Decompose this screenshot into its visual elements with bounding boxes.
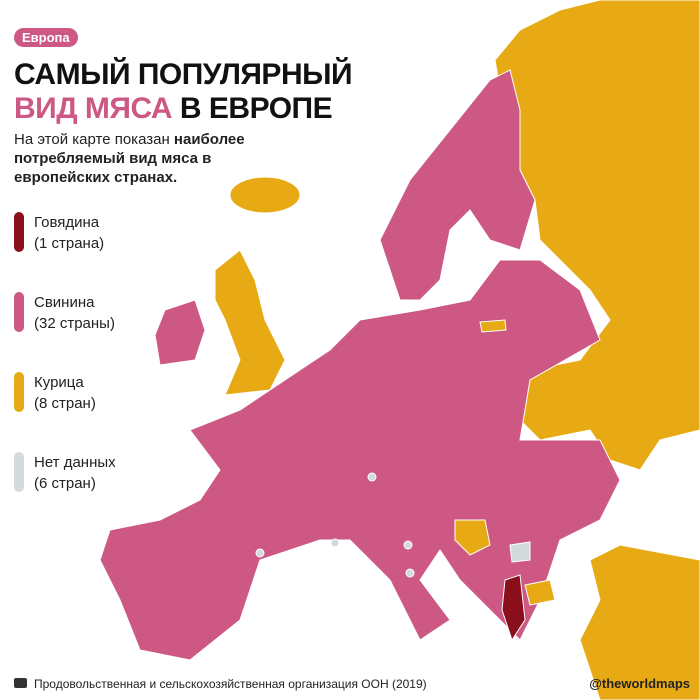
legend-item: Курица (8 стран) bbox=[14, 372, 96, 414]
legend-count: (1 страна) bbox=[34, 235, 105, 252]
description-text: На этой карте показан bbox=[14, 131, 174, 148]
badge: Европа bbox=[14, 28, 78, 47]
iceland bbox=[229, 176, 301, 214]
legend-text: Свинина (32 страны) bbox=[34, 292, 115, 334]
description-bold: наиболее потребляемый вид мяса в европей… bbox=[14, 131, 245, 186]
bosnia bbox=[454, 519, 491, 556]
title-rest: В ЕВРОПЕ bbox=[179, 92, 333, 125]
microstate bbox=[330, 538, 340, 548]
legend-count: (8 стран) bbox=[34, 395, 96, 412]
legend-label: Свинина bbox=[34, 294, 95, 311]
legend-item: Говядина (1 страна) bbox=[14, 212, 104, 254]
microstate bbox=[403, 540, 413, 550]
handle: @theworldmaps bbox=[589, 676, 690, 691]
uk bbox=[214, 249, 286, 396]
legend-count: (32 страны) bbox=[34, 315, 115, 332]
legend-count: (6 стран) bbox=[34, 475, 96, 492]
legend-item: Свинина (32 страны) bbox=[14, 292, 115, 334]
legend-label: Курица bbox=[34, 374, 84, 391]
legend-item: Нет данных (6 стран) bbox=[14, 452, 116, 494]
microstate bbox=[255, 548, 265, 558]
legend-label: Нет данных bbox=[34, 454, 116, 471]
continent bbox=[99, 259, 621, 661]
source: Продовольственная и сельскохозяйственная… bbox=[34, 677, 427, 691]
legend-swatch bbox=[14, 372, 24, 412]
description: На этой карте показан наиболее потребляе… bbox=[14, 130, 254, 187]
microstate bbox=[405, 568, 415, 578]
scandinavia bbox=[379, 69, 536, 301]
kaliningrad bbox=[479, 319, 507, 333]
title-highlight: ВИД МЯСА bbox=[14, 92, 173, 125]
legend-label: Говядина bbox=[34, 214, 100, 231]
turkey bbox=[579, 544, 700, 700]
legend-swatch bbox=[14, 452, 24, 492]
ireland bbox=[154, 299, 206, 366]
legend-text: Нет данных (6 стран) bbox=[34, 452, 116, 494]
legend-swatch bbox=[14, 292, 24, 332]
title: ВИД МЯСА В ЕВРОПЕ bbox=[14, 92, 333, 126]
title: САМЫЙ ПОПУЛЯРНЫЙ bbox=[14, 58, 353, 91]
kosovo bbox=[509, 541, 531, 563]
legend-swatch bbox=[14, 212, 24, 252]
legend-text: Говядина (1 страна) bbox=[34, 212, 104, 254]
north-macedonia bbox=[524, 579, 556, 606]
legend-text: Курица (8 стран) bbox=[34, 372, 96, 414]
source-icon bbox=[14, 678, 27, 688]
albania bbox=[501, 574, 526, 642]
microstate bbox=[367, 472, 377, 482]
